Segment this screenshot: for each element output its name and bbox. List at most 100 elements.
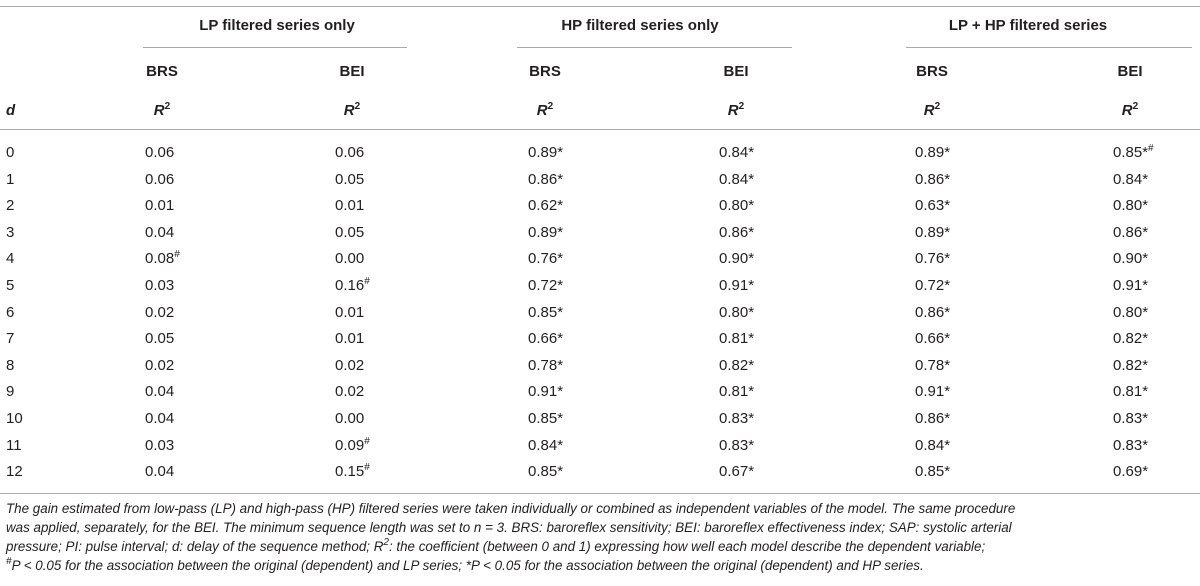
- cell-hp-brs: 0.84*: [528, 436, 564, 454]
- cell-lphp-bei: 0.84*: [1113, 170, 1149, 188]
- cell-lp-bei: 0.02: [335, 383, 365, 401]
- row-d-value: 12: [6, 463, 23, 481]
- cell-lphp-brs: 0.89*: [915, 223, 951, 241]
- cell-hp-bei: 0.80*: [719, 303, 755, 321]
- cell-lp-brs: 0.04: [145, 463, 175, 481]
- group-rule-hp: [517, 47, 792, 48]
- cell-hp-bei: 0.86*: [719, 223, 755, 241]
- cell-hp-bei: 0.67*: [719, 463, 755, 481]
- row-d-value: 9: [6, 383, 15, 401]
- cell-lphp-bei: 0.80*: [1113, 303, 1149, 321]
- cell-lphp-bei: 0.90*: [1113, 250, 1149, 268]
- cell-lphp-bei: 0.83*: [1113, 410, 1149, 427]
- cell-lphp-brs: 0.63*: [915, 197, 951, 215]
- cell-lp-bei: 0.15#: [335, 462, 370, 481]
- cell-lphp-brs: 0.86*: [915, 303, 951, 321]
- cell-hp-bei: 0.84*: [719, 144, 755, 161]
- subhead-lphp-brs: BRS: [916, 63, 948, 80]
- r2-header-lphp-bei: R2: [1121, 101, 1139, 120]
- cell-hp-bei: 0.80*: [719, 197, 755, 215]
- cell-lphp-brs: 0.86*: [915, 410, 951, 427]
- cell-hp-brs: 0.62*: [528, 197, 564, 215]
- subhead-lphp-bei: BEI: [1117, 63, 1143, 80]
- row-d-value: 2: [6, 197, 15, 215]
- cell-lp-bei: 0.05: [335, 223, 365, 241]
- cell-lphp-brs: 0.66*: [915, 330, 951, 348]
- r2-header-hp-brs: R2: [536, 101, 554, 120]
- cell-hp-brs: 0.91*: [528, 383, 564, 401]
- cell-lphp-brs: 0.85*: [915, 463, 951, 481]
- cell-hp-bei: 0.83*: [719, 410, 755, 427]
- cell-lp-brs: 0.08#: [145, 249, 180, 268]
- cell-lp-brs: 0.01: [145, 197, 175, 215]
- cell-hp-brs: 0.85*: [528, 463, 564, 481]
- cell-lphp-bei: 0.85*#: [1113, 143, 1154, 162]
- cell-lp-bei: 0.00: [335, 250, 365, 268]
- subhead-lp-brs: BRS: [146, 63, 178, 80]
- top-rule: [0, 6, 1200, 7]
- group-rule-lp: [143, 47, 407, 48]
- cell-hp-brs: 0.89*: [528, 144, 564, 161]
- cell-lphp-bei: 0.86*: [1113, 223, 1149, 241]
- cell-lphp-bei: 0.82*: [1113, 356, 1149, 374]
- cell-hp-brs: 0.78*: [528, 356, 564, 374]
- r2-header-lphp-brs: R2: [923, 101, 941, 120]
- cell-hp-brs: 0.86*: [528, 170, 564, 188]
- group-header-lp-hp: LP + HP filtered series: [948, 17, 1108, 34]
- cell-lp-brs: 0.03: [145, 277, 175, 294]
- cell-lp-bei: 0.05: [335, 170, 365, 188]
- cell-lphp-brs: 0.78*: [915, 356, 951, 374]
- cell-lp-bei: 0.16#: [335, 276, 370, 295]
- cell-lp-brs: 0.05: [145, 330, 175, 348]
- cell-lp-bei: 0.09#: [335, 435, 370, 454]
- cell-lphp-brs: 0.84*: [915, 436, 951, 454]
- row-d-value: 11: [6, 436, 22, 454]
- table-footnote: The gain estimated from low-pass (LP) an…: [6, 499, 1196, 575]
- row-d-value: 5: [6, 277, 15, 294]
- cell-lp-brs: 0.04: [145, 383, 175, 401]
- cell-lphp-brs: 0.91*: [915, 383, 951, 401]
- cell-hp-bei: 0.91*: [719, 277, 755, 294]
- bottom-rule: [0, 493, 1200, 494]
- cell-hp-brs: 0.72*: [528, 277, 564, 294]
- cell-lp-brs: 0.06: [145, 170, 175, 188]
- cell-hp-bei: 0.81*: [719, 330, 755, 348]
- cell-hp-bei: 0.81*: [719, 383, 755, 401]
- footnote-line-3: pressure; PI: pulse interval; d: delay o…: [6, 537, 986, 555]
- row-d-value: 1: [6, 170, 15, 188]
- cell-lp-bei: 0.00: [335, 410, 365, 427]
- row-d-value: 0: [6, 144, 15, 161]
- subhead-lp-bei: BEI: [339, 63, 365, 80]
- r2-header-hp-bei: R2: [727, 101, 745, 120]
- cell-lphp-brs: 0.72*: [915, 277, 951, 294]
- cell-hp-bei: 0.84*: [719, 170, 755, 188]
- row-d-value: 7: [6, 330, 15, 348]
- cell-hp-bei: 0.83*: [719, 436, 755, 454]
- group-rule-lp-hp: [906, 47, 1192, 48]
- cell-hp-brs: 0.85*: [528, 303, 564, 321]
- row-d-value: 6: [6, 303, 15, 321]
- cell-lp-brs: 0.06: [145, 144, 175, 161]
- cell-lphp-bei: 0.91*: [1113, 277, 1149, 294]
- cell-lp-bei: 0.01: [335, 197, 365, 215]
- row-d-value: 4: [6, 250, 15, 268]
- cell-lphp-bei: 0.81*: [1113, 383, 1149, 401]
- header-rule: [0, 129, 1200, 130]
- subhead-hp-bei: BEI: [723, 63, 749, 80]
- group-header-lp: LP filtered series only: [199, 17, 355, 34]
- cell-lphp-brs: 0.86*: [915, 170, 951, 188]
- subhead-hp-brs: BRS: [529, 63, 561, 80]
- cell-hp-brs: 0.85*: [528, 410, 564, 427]
- d-header: d: [6, 102, 16, 119]
- footnote-line-1: The gain estimated from low-pass (LP) an…: [6, 501, 1016, 516]
- cell-lp-brs: 0.04: [145, 410, 175, 427]
- footnote-line-2: was applied, separately, for the BEI. Th…: [6, 520, 1012, 535]
- cell-hp-bei: 0.82*: [719, 356, 755, 374]
- row-d-value: 10: [6, 410, 23, 427]
- cell-lphp-bei: 0.82*: [1113, 330, 1149, 348]
- cell-hp-brs: 0.66*: [528, 330, 564, 348]
- cell-lphp-bei: 0.83*: [1113, 436, 1149, 454]
- r2-header-lp-brs: R2: [153, 101, 171, 120]
- cell-lp-brs: 0.04: [145, 223, 175, 241]
- cell-lp-bei: 0.02: [335, 356, 365, 374]
